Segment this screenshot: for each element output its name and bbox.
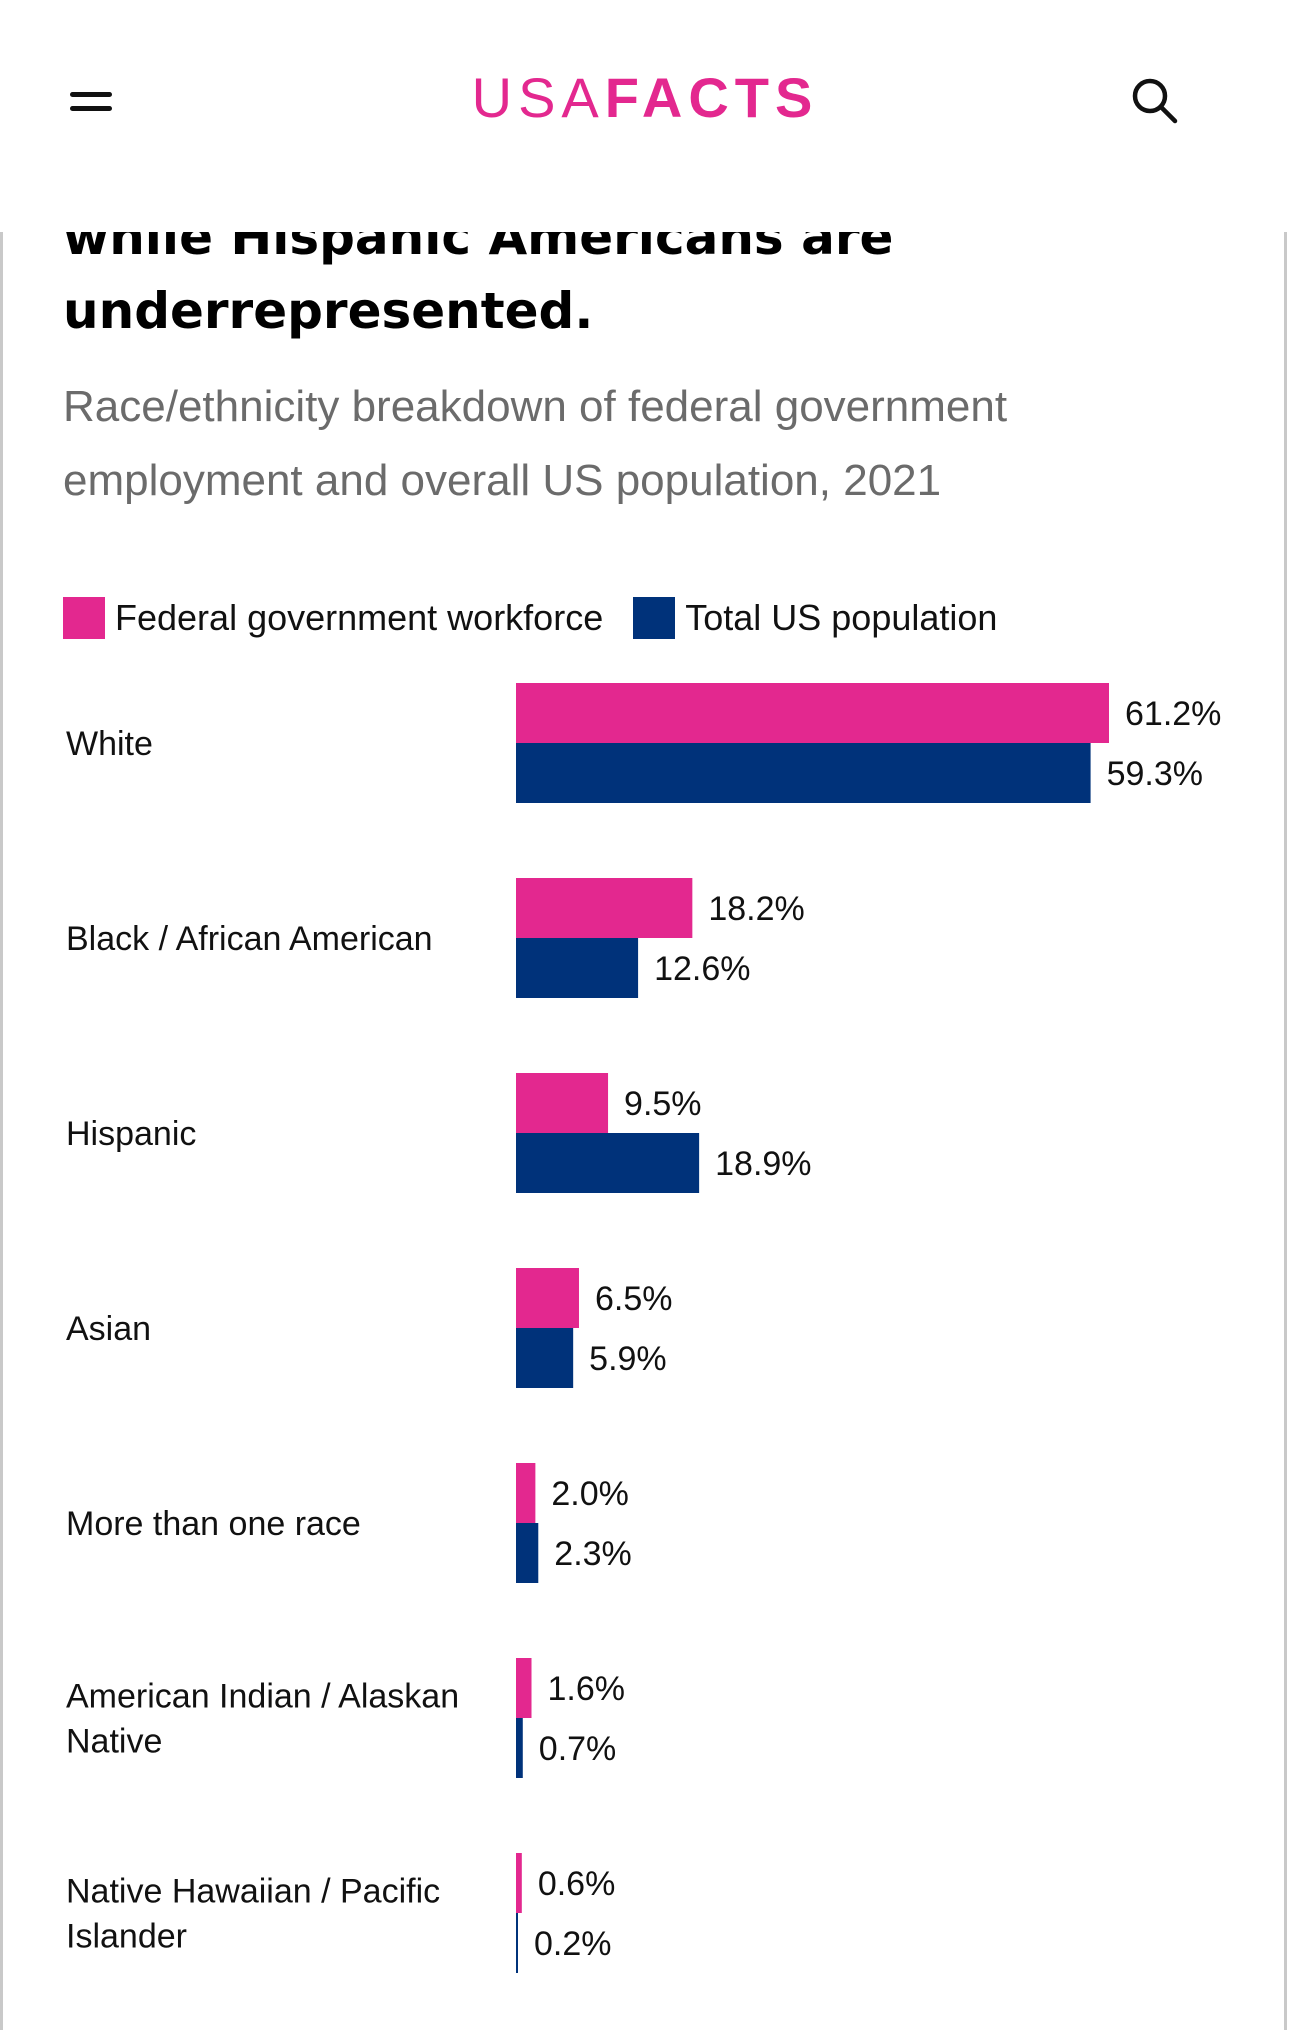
- bar-value-label: 18.9%: [715, 1145, 811, 1183]
- bar-total-population: [516, 743, 1091, 803]
- bar-federal-workforce: [516, 1463, 536, 1523]
- bar-value-label: 59.3%: [1107, 755, 1203, 793]
- legend-swatch-population: [633, 597, 676, 639]
- bar-value-label: 0.6%: [538, 1865, 616, 1903]
- bar-total-population: [516, 938, 639, 998]
- category-label: Black / African American: [66, 920, 433, 958]
- bar-federal-workforce: [516, 683, 1109, 743]
- menu-icon-line: [70, 106, 112, 111]
- top-navigation-bar: USAFACTS: [0, 0, 1290, 232]
- usafacts-logo[interactable]: USAFACTS: [0, 66, 1290, 130]
- bar-value-label: 0.2%: [534, 1925, 612, 1963]
- bar-value-label: 9.5%: [624, 1085, 702, 1123]
- bar-value-label: 12.6%: [654, 950, 750, 988]
- bar-value-label: 18.2%: [708, 890, 804, 928]
- category-label: Native Hawaiian / Pacific Islander: [66, 1873, 440, 1956]
- logo-light-text: USA: [471, 66, 605, 129]
- bar-total-population: [516, 1133, 700, 1193]
- legend-item-population: Total US population: [633, 597, 997, 639]
- search-button[interactable]: [1130, 76, 1180, 126]
- legend-item-federal: Federal government workforce: [63, 597, 603, 639]
- chart-subtitle: Race/ethnicity breakdown of federal gove…: [63, 382, 1008, 505]
- category-label: American Indian / Alaskan Native: [66, 1678, 459, 1761]
- bar-total-population: [516, 1328, 574, 1388]
- bar-total-population: [516, 1718, 523, 1778]
- bar-federal-workforce: [516, 1268, 579, 1328]
- category-label: Hispanic: [66, 1115, 196, 1153]
- legend-label-population: Total US population: [685, 597, 998, 638]
- chart-legend: Federal government workforce Total US po…: [63, 596, 1027, 640]
- menu-icon-line: [70, 92, 112, 97]
- bar-federal-workforce: [516, 1073, 609, 1133]
- category-label: More than one race: [66, 1505, 361, 1543]
- bar-value-label: 61.2%: [1125, 695, 1221, 733]
- bar-value-label: 6.5%: [595, 1280, 673, 1318]
- headline-line-2: underrepresented.: [63, 282, 594, 340]
- logo-bold-text: FACTS: [604, 66, 819, 129]
- legend-swatch-federal: [63, 597, 105, 639]
- search-icon: [1132, 78, 1178, 124]
- bar-value-label: 5.9%: [589, 1340, 667, 1378]
- bar-value-label: 2.0%: [551, 1475, 629, 1513]
- category-label: Asian: [66, 1310, 151, 1348]
- bar-value-label: 2.3%: [554, 1535, 632, 1573]
- hamburger-menu-button[interactable]: [66, 84, 118, 120]
- category-label: White: [66, 725, 153, 763]
- chart-card: [0, 232, 1287, 2030]
- bar-value-label: 0.7%: [539, 1730, 617, 1768]
- bar-federal-workforce: [516, 1853, 522, 1913]
- bar-federal-workforce: [516, 1658, 532, 1718]
- legend-label-federal: Federal government workforce: [115, 597, 604, 638]
- bar-value-label: 1.6%: [548, 1670, 626, 1708]
- bar-federal-workforce: [516, 878, 693, 938]
- bar-total-population: [516, 1913, 518, 1973]
- bar-total-population: [516, 1523, 539, 1583]
